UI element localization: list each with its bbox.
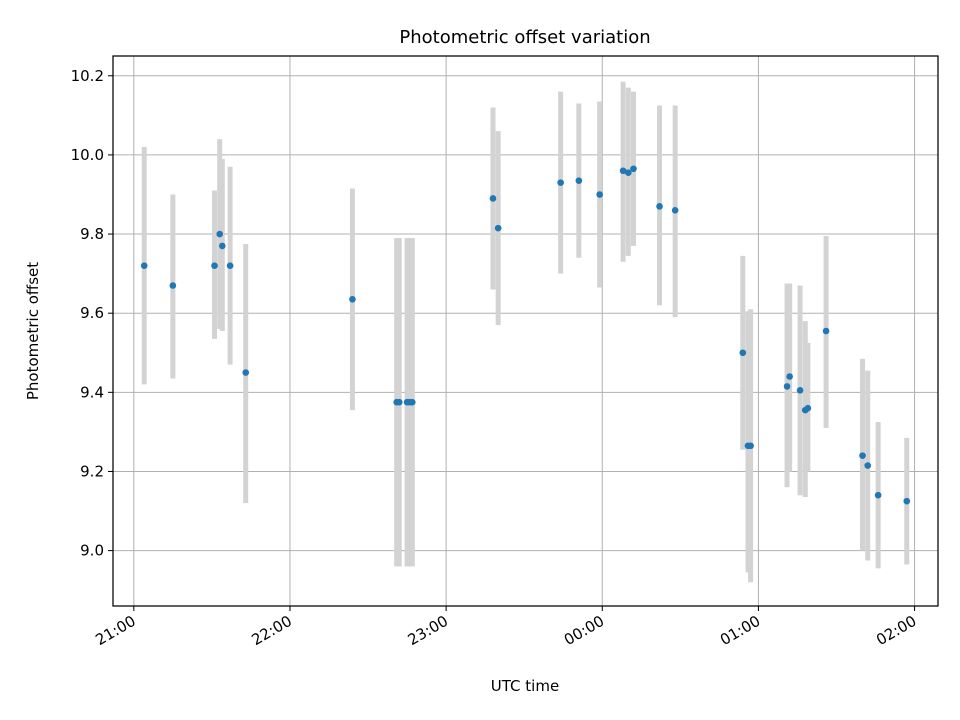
data-point <box>575 177 583 184</box>
data-point <box>494 224 502 232</box>
data-point <box>395 398 403 406</box>
data-point <box>783 383 791 390</box>
data-point <box>557 179 564 186</box>
data-point <box>822 327 830 335</box>
data-point <box>747 442 754 450</box>
y-tick-label: 10.0 <box>71 146 104 164</box>
plot-frame <box>112 55 939 607</box>
y-tick-label: 9.0 <box>80 542 104 560</box>
data-point <box>656 203 663 210</box>
data-point <box>903 497 911 505</box>
data-point <box>671 207 679 214</box>
data-point <box>219 242 226 250</box>
data-point <box>804 404 812 412</box>
y-axis-ticks: 9.0 9.2 9.4 9.6 9.8 10.0 10.2 <box>71 67 113 560</box>
data-point <box>630 165 637 173</box>
data-point <box>226 262 234 270</box>
data-point <box>619 167 627 175</box>
y-tick-label: 9.6 <box>80 304 104 322</box>
data-point <box>859 452 866 459</box>
data-point <box>596 191 603 198</box>
data-point <box>786 373 793 380</box>
data-point <box>796 387 804 394</box>
y-tick-label: 9.4 <box>80 383 104 401</box>
data-point <box>349 296 356 303</box>
y-axis-label: Photometric offset <box>24 262 42 400</box>
data-point <box>874 491 882 499</box>
data-point <box>864 462 872 469</box>
data-point <box>242 369 250 376</box>
x-axis-label: UTC time <box>491 677 559 695</box>
data-point <box>739 349 747 357</box>
data-points <box>140 165 911 505</box>
y-tick-label: 10.2 <box>71 67 104 85</box>
data-point <box>211 262 218 270</box>
chart-title: Photometric offset variation <box>399 27 650 48</box>
data-point <box>408 398 416 406</box>
y-tick-label: 9.2 <box>80 462 104 480</box>
data-point <box>169 282 177 289</box>
data-point <box>140 262 148 270</box>
data-point <box>489 195 497 202</box>
y-tick-label: 9.8 <box>80 225 104 243</box>
data-point <box>216 230 224 238</box>
data-point <box>624 169 632 177</box>
